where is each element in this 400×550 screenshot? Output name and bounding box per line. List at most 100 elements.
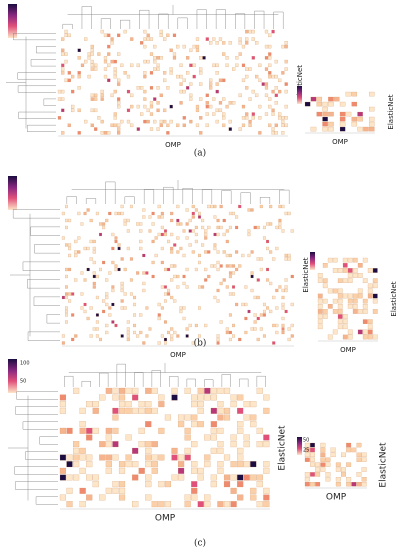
heatmap-cell	[140, 41, 144, 45]
heatmap-cell	[71, 313, 75, 317]
heatmap-cell	[105, 302, 109, 307]
heatmap-cell	[362, 278, 368, 283]
heatmap-cell	[110, 93, 114, 98]
heatmap-cell	[182, 253, 186, 258]
heatmap-cell	[189, 119, 193, 124]
heatmap-cell	[117, 267, 121, 272]
heatmap-cell	[216, 250, 220, 254]
heatmap-cell	[225, 330, 229, 335]
inset-colorbar-tick-label: 50	[303, 438, 309, 444]
heatmap-cell	[163, 37, 167, 41]
heatmap-cell	[212, 97, 216, 101]
heatmap-cell	[232, 211, 236, 216]
heatmap-cell	[268, 123, 272, 128]
heatmap-cell	[145, 421, 152, 428]
heatmap-cell	[367, 324, 373, 330]
heatmap-cell	[170, 246, 174, 251]
heatmap-cell	[213, 295, 217, 300]
heatmap-cell	[182, 89, 186, 94]
heatmap-cell	[83, 246, 87, 251]
heatmap-cell	[133, 295, 137, 300]
heatmap-cell	[114, 264, 118, 268]
heatmap-cell	[182, 274, 186, 279]
heatmap-cell	[64, 320, 68, 324]
heatmap-cell	[278, 116, 282, 120]
heatmap-cell	[204, 394, 211, 401]
heatmap-cell	[266, 246, 270, 251]
heatmap-cell	[322, 314, 328, 319]
heatmap-cell	[160, 334, 164, 338]
inset-colorbar-tick-label: 25	[303, 448, 309, 454]
heatmap-cell	[199, 82, 203, 86]
heatmap-cell	[171, 447, 178, 454]
heatmap-cell	[352, 268, 358, 273]
heatmap-cell	[94, 93, 98, 98]
heatmap-cell	[278, 89, 282, 94]
heatmap-cell	[247, 229, 251, 233]
heatmap-cell	[156, 101, 160, 105]
heatmap-cell	[73, 387, 80, 394]
heatmap-cell	[100, 119, 104, 124]
heatmap-cell	[256, 441, 263, 448]
heatmap-cell	[159, 93, 163, 98]
heatmap-cell	[238, 52, 242, 56]
heatmap-cell	[117, 104, 121, 109]
heatmap-cell	[322, 298, 328, 304]
heatmap-cell	[362, 304, 368, 309]
heatmap-cell	[332, 288, 338, 294]
heatmap-cell	[235, 56, 239, 60]
heatmap-cell	[310, 452, 315, 458]
heatmap-cell	[139, 222, 143, 226]
heatmap-cell	[310, 457, 315, 462]
heatmap-cell	[264, 86, 269, 90]
heatmap-cell	[347, 334, 353, 340]
heatmap-cell	[209, 104, 213, 109]
heatmap-cell	[195, 108, 200, 113]
heatmap-cell	[148, 215, 152, 219]
heatmap-cell	[250, 250, 254, 254]
heatmap-cell	[100, 93, 104, 98]
heatmap-cell	[248, 97, 252, 101]
heatmap-cell	[223, 454, 231, 461]
heatmap-cell	[346, 462, 352, 467]
heatmap-cell	[143, 74, 147, 79]
heatmap-cell	[341, 467, 346, 472]
heatmap-cell	[222, 250, 226, 254]
heatmap-cell	[86, 494, 93, 501]
heatmap-cell	[367, 283, 373, 289]
heatmap-cell	[79, 454, 86, 461]
heatmap-cell	[237, 447, 244, 454]
heatmap-cell	[268, 52, 272, 56]
heatmap-cell	[84, 37, 88, 41]
heatmap-cell	[204, 501, 211, 508]
heatmap-cell	[347, 304, 353, 309]
heatmap-cell	[347, 257, 353, 263]
heatmap-cell	[132, 461, 139, 468]
content: OMP ElasticNet OMP ElasticNet (a) OMP ElasticN…	[6, 4, 398, 549]
heatmap-cell	[107, 63, 111, 68]
heatmap-cell	[57, 89, 62, 94]
heatmap-cell	[317, 273, 323, 278]
heatmap-cell	[223, 474, 231, 481]
heatmap-cell	[191, 401, 198, 408]
heatmap-cell	[182, 281, 186, 286]
heatmap-cell	[151, 467, 158, 474]
heatmap-cell	[111, 232, 115, 237]
heatmap-cell	[204, 461, 211, 468]
heatmap-cell	[316, 96, 323, 102]
heatmap-cell	[216, 337, 220, 342]
heatmap-cell	[67, 123, 71, 128]
heatmap-cell	[61, 295, 65, 300]
heatmap-cell	[77, 48, 81, 53]
heatmap-cell	[352, 304, 358, 309]
heatmap-cell	[327, 304, 333, 309]
heatmap-cell	[250, 461, 257, 468]
heatmap-cell	[120, 257, 124, 261]
heatmap-cell	[90, 93, 94, 98]
heatmap-cell	[213, 215, 217, 219]
heatmap-cell	[315, 467, 321, 472]
heatmap-cell	[304, 457, 310, 462]
heatmap-cell	[210, 407, 217, 414]
heatmap-cell	[89, 218, 93, 223]
heatmap-cell	[120, 285, 124, 289]
